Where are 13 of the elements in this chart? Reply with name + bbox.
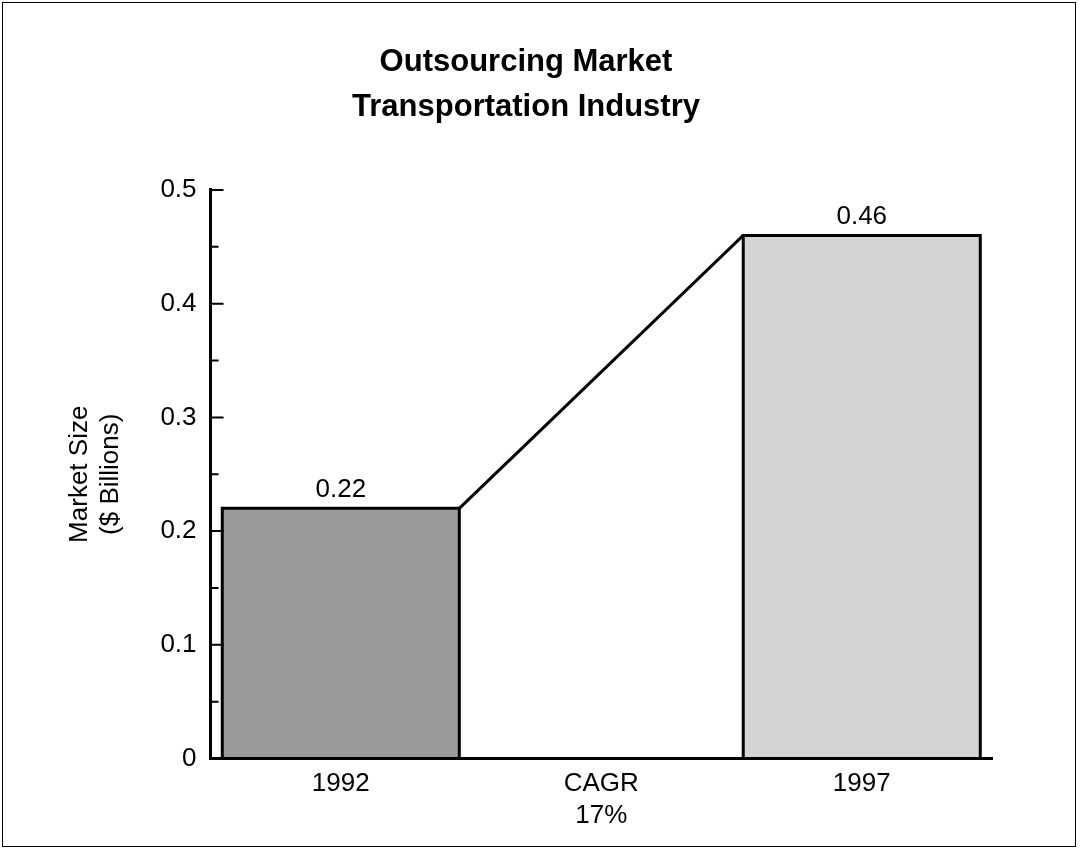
y-tick-label: 0.5 <box>160 173 197 204</box>
x-tick-label: 1992 <box>311 767 370 798</box>
x-tick-label: 1997 <box>832 767 891 798</box>
chart-title: Outsourcing Market Transportation Industry <box>352 43 701 123</box>
x-tick-label: CAGR 17% <box>563 767 639 829</box>
y-tick-label: 0.1 <box>160 628 197 659</box>
y-tick-label: 0.4 <box>160 286 197 317</box>
y-tick-label: 0 <box>182 741 197 772</box>
data-label: 0.22 <box>315 472 367 503</box>
y-tick-label: 0.2 <box>160 514 197 545</box>
y-tick-label: 0.3 <box>160 400 197 431</box>
y-axis-title: Market Size ($ Billions) <box>62 405 124 543</box>
data-label: 0.46 <box>836 199 888 230</box>
